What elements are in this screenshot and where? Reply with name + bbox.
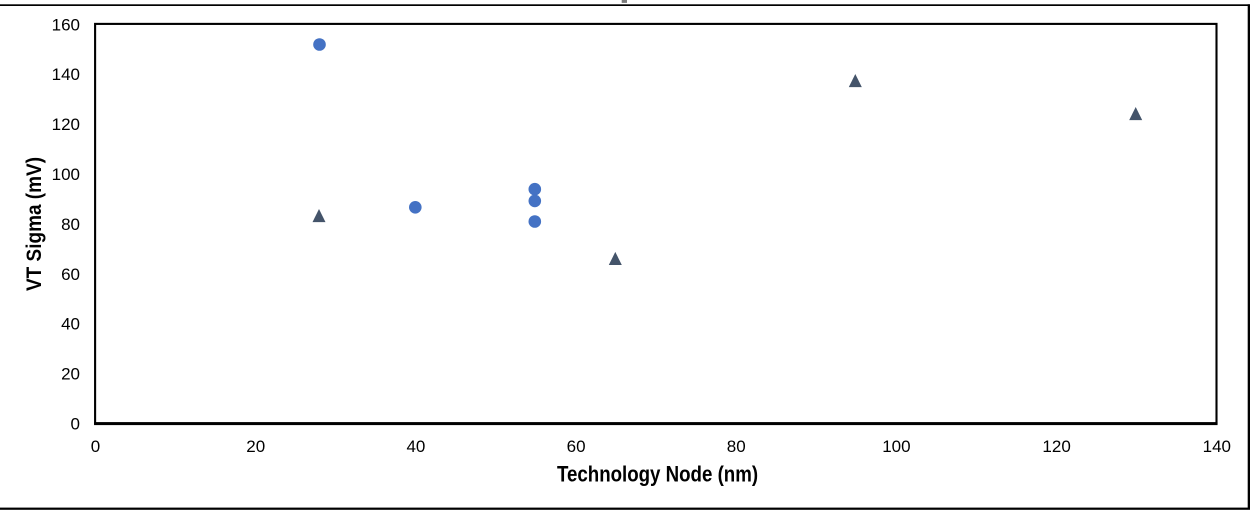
svg-text:20: 20 bbox=[61, 365, 80, 384]
svg-text:140: 140 bbox=[1203, 437, 1231, 456]
svg-text:160: 160 bbox=[52, 15, 80, 34]
svg-text:40: 40 bbox=[406, 437, 425, 456]
svg-text:140: 140 bbox=[52, 65, 80, 84]
svg-text:120: 120 bbox=[1042, 437, 1070, 456]
svg-text:40: 40 bbox=[61, 315, 80, 334]
svg-text:0: 0 bbox=[71, 415, 80, 434]
svg-text:80: 80 bbox=[61, 215, 80, 234]
svg-text:20: 20 bbox=[246, 437, 265, 456]
svg-text:100: 100 bbox=[52, 165, 80, 184]
svg-text:Technology Node (nm): Technology Node (nm) bbox=[557, 463, 758, 487]
svg-text:100: 100 bbox=[882, 437, 910, 456]
svg-text:80: 80 bbox=[727, 437, 746, 456]
svg-text:VT Sigma (mV): VT Sigma (mV) bbox=[23, 157, 46, 291]
svg-text:60: 60 bbox=[567, 437, 586, 456]
svg-text:60: 60 bbox=[61, 265, 80, 284]
svg-text:120: 120 bbox=[52, 115, 80, 134]
svg-text:0: 0 bbox=[91, 437, 100, 456]
